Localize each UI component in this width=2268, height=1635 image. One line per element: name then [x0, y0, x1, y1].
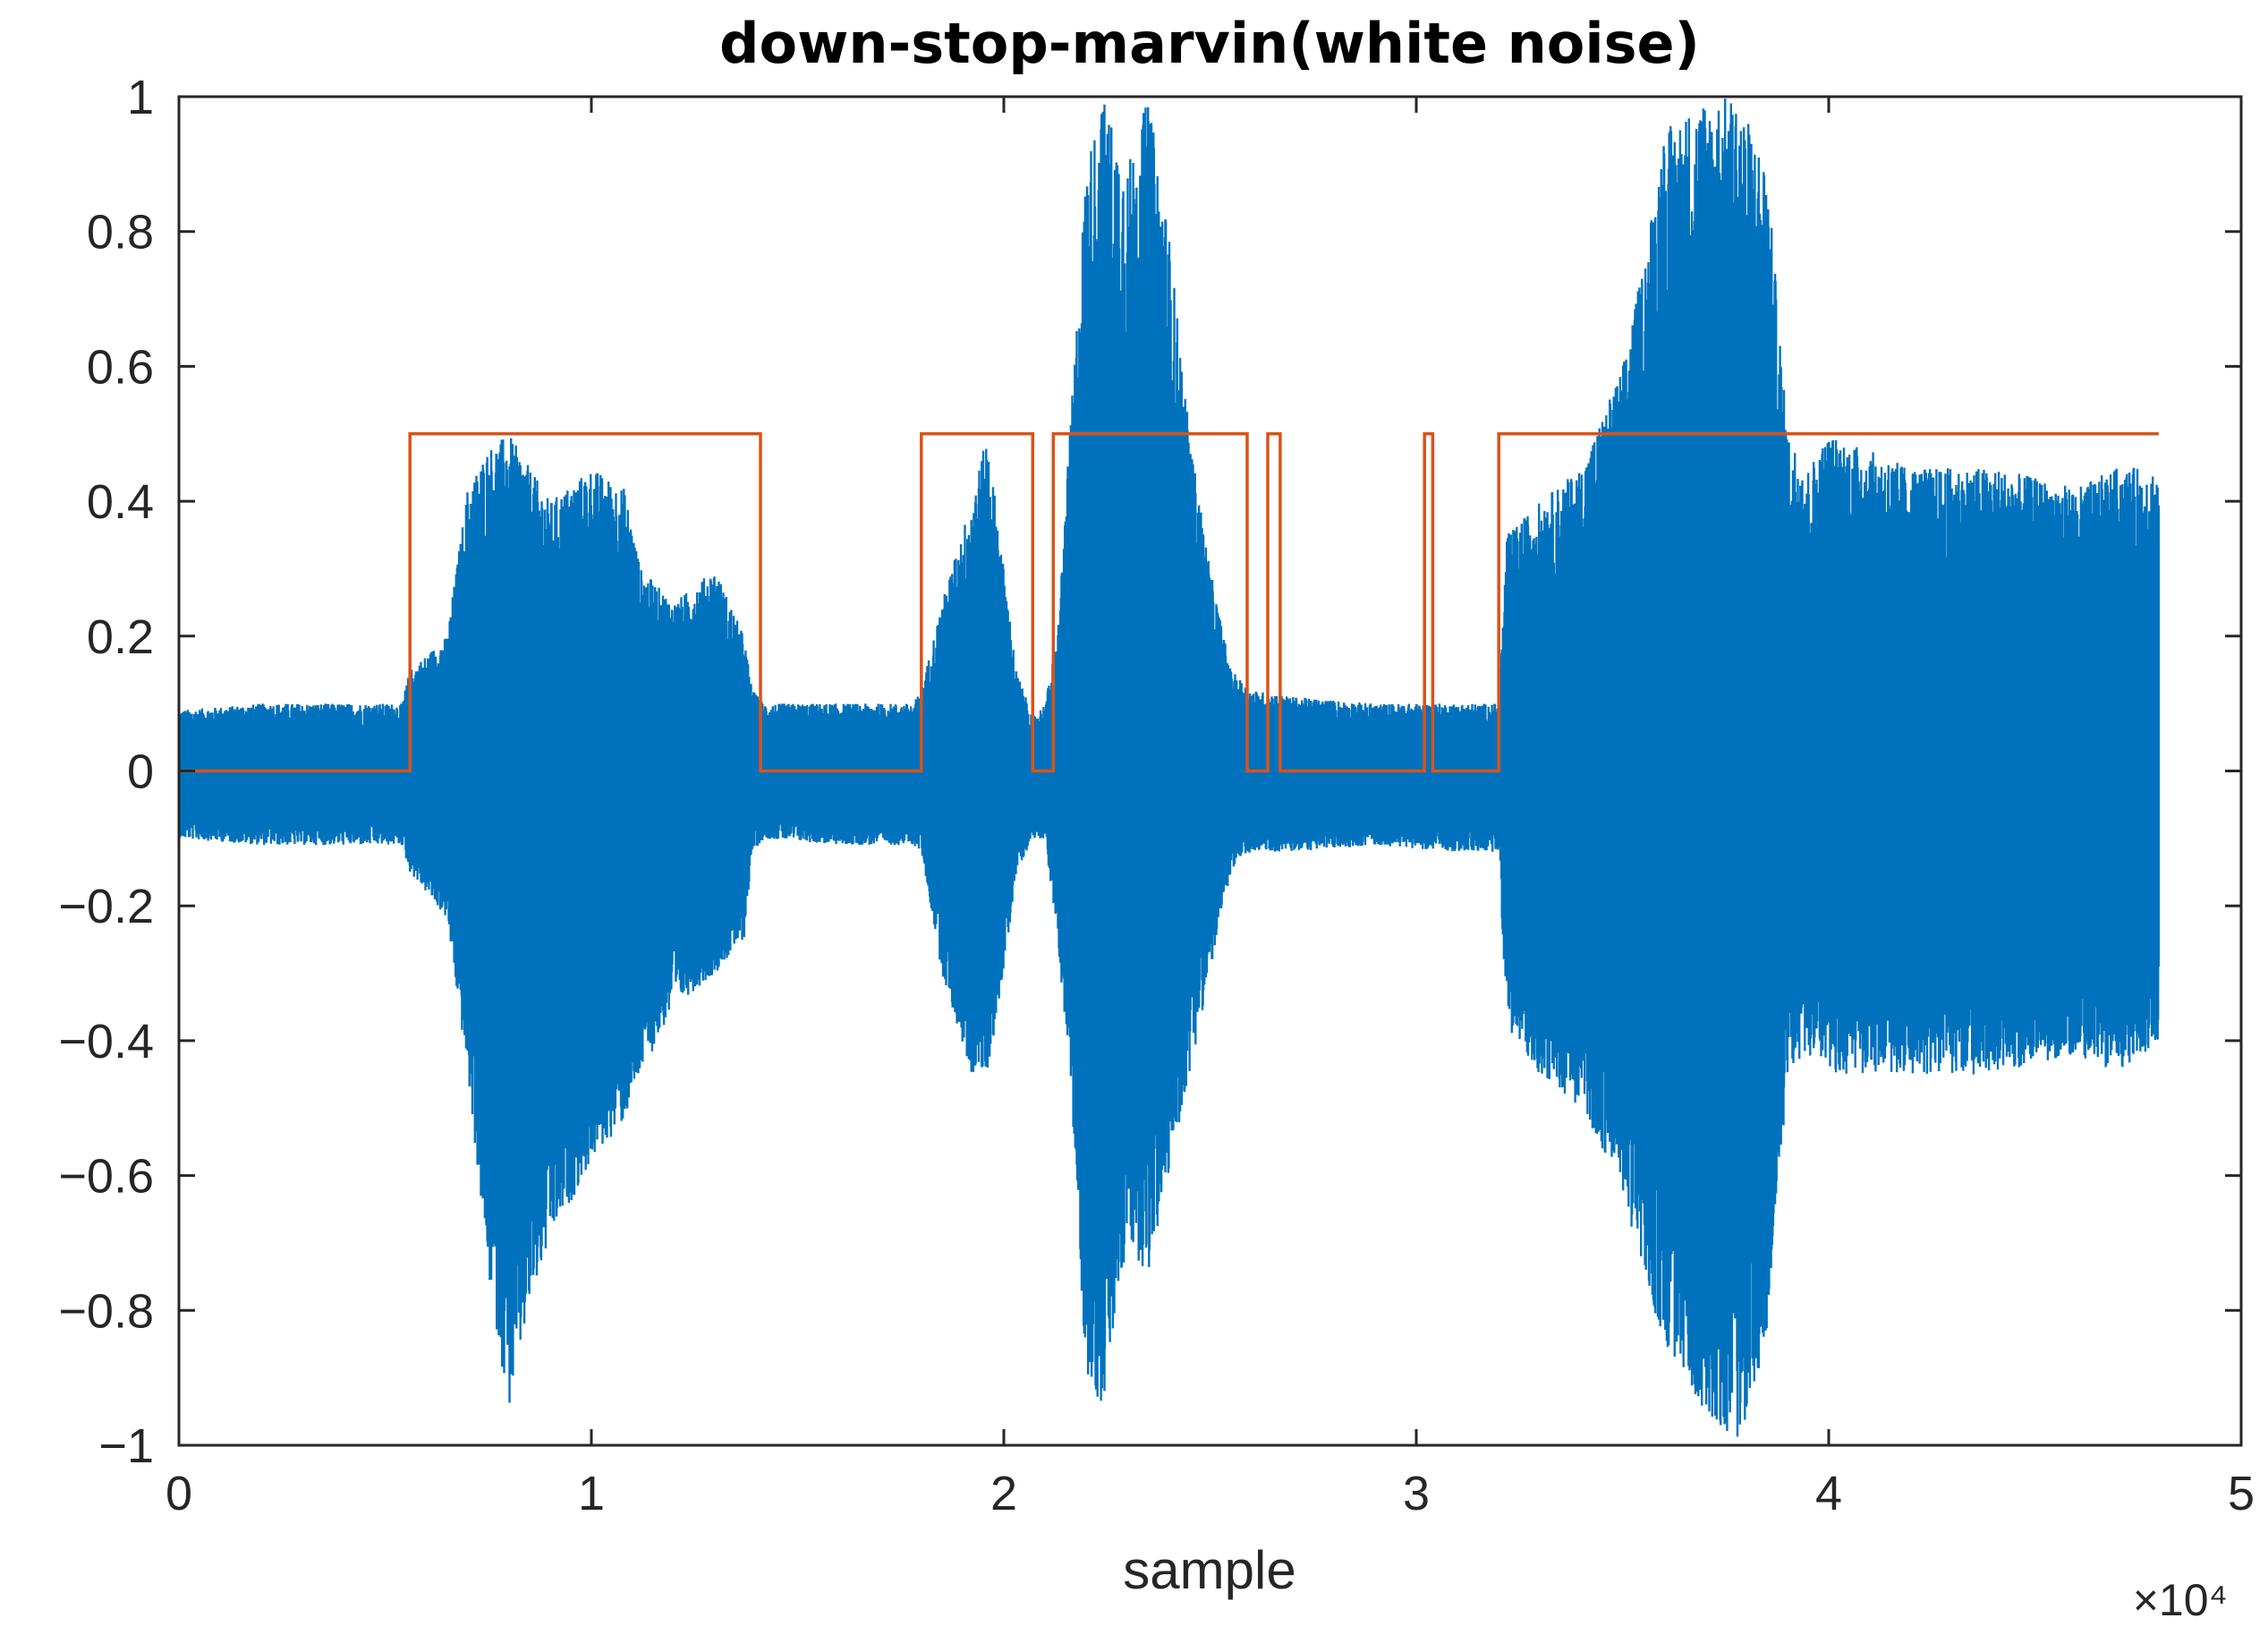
vad-step-line: [179, 432, 2159, 773]
vad-step-series: [179, 432, 2159, 773]
y-tick-label: −0.6: [58, 1150, 154, 1204]
x-tick-label: 0: [166, 1467, 192, 1520]
y-tick-label: −0.8: [58, 1284, 154, 1338]
y-tick-label: −0.2: [58, 880, 154, 933]
y-tick-label: 0: [127, 745, 154, 799]
x-tick-label: 5: [2228, 1467, 2255, 1520]
y-tick-label: 0.6: [87, 340, 154, 394]
y-tick-label: 1: [127, 71, 154, 124]
y-tick-label: 0.4: [87, 475, 154, 529]
y-axis: −1 −0.8 −0.6 −0.4 −0.2 0 0.2 0.4 0.6 0.8 1: [58, 71, 2241, 1473]
chart-title: down-stop-marvin(white noise): [719, 11, 1700, 76]
y-tick-label: 0.2: [87, 610, 154, 664]
y-tick-label: −0.4: [58, 1015, 154, 1069]
x-tick-label: 2: [990, 1467, 1017, 1520]
y-tick-label: −1: [98, 1419, 154, 1473]
x-tick-label: 3: [1403, 1467, 1430, 1520]
x-tick-label: 1: [578, 1467, 605, 1520]
x-axis-label: sample: [1123, 1540, 1295, 1600]
x-tick-label: 4: [1815, 1467, 1842, 1520]
x-axis: 0 1 2 3 4 5: [166, 97, 2255, 1520]
y-tick-label: 0.8: [87, 206, 154, 260]
x-axis-exponent: ×10⁴: [2133, 1575, 2228, 1625]
